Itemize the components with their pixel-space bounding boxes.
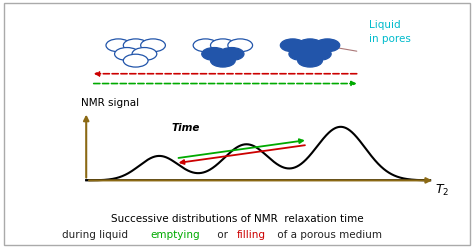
Circle shape bbox=[132, 48, 157, 61]
Circle shape bbox=[315, 39, 340, 52]
Circle shape bbox=[228, 39, 253, 52]
Circle shape bbox=[106, 39, 131, 52]
Circle shape bbox=[289, 48, 314, 61]
Circle shape bbox=[210, 54, 235, 67]
Circle shape bbox=[123, 54, 148, 67]
Text: emptying: emptying bbox=[151, 230, 201, 240]
Circle shape bbox=[298, 54, 322, 67]
Circle shape bbox=[115, 48, 139, 61]
Circle shape bbox=[193, 39, 218, 52]
Text: Time: Time bbox=[171, 123, 200, 133]
Circle shape bbox=[123, 39, 148, 52]
Circle shape bbox=[306, 48, 331, 61]
Circle shape bbox=[210, 39, 235, 52]
Text: Liquid
in pores: Liquid in pores bbox=[369, 20, 411, 44]
Circle shape bbox=[298, 39, 322, 52]
Circle shape bbox=[141, 39, 165, 52]
Circle shape bbox=[219, 48, 244, 61]
Text: during liquid: during liquid bbox=[62, 230, 131, 240]
Text: of a porous medium: of a porous medium bbox=[273, 230, 382, 240]
Text: filling: filling bbox=[237, 230, 265, 240]
Circle shape bbox=[280, 39, 305, 52]
Text: or: or bbox=[214, 230, 232, 240]
Text: $T_2$: $T_2$ bbox=[435, 183, 449, 198]
Circle shape bbox=[202, 48, 227, 61]
Text: Successive distributions of NMR  relaxation time: Successive distributions of NMR relaxati… bbox=[111, 214, 363, 223]
Text: NMR signal: NMR signal bbox=[82, 98, 140, 108]
